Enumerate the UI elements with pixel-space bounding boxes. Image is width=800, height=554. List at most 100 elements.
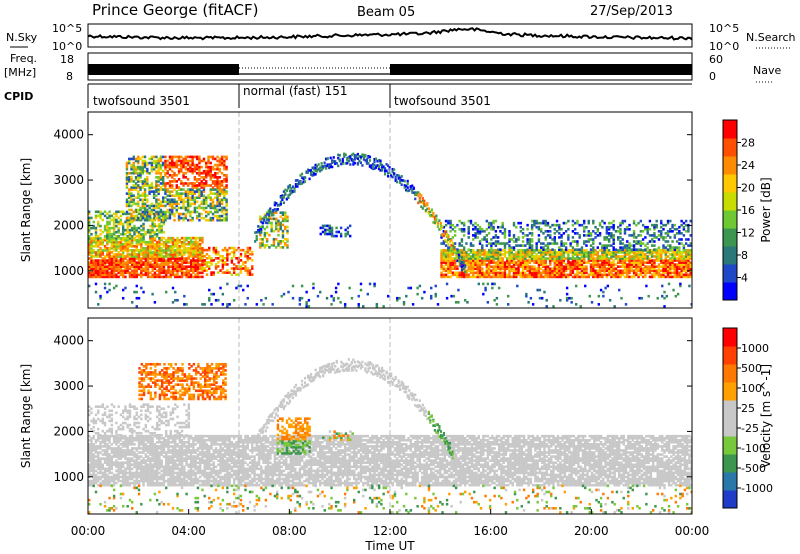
- range-cell: [515, 251, 518, 254]
- range-cell: [270, 244, 273, 247]
- range-cell: [603, 273, 606, 277]
- range-cell: [133, 271, 136, 275]
- range-cell: [265, 239, 269, 243]
- range-cell: [555, 257, 559, 260]
- range-cell: [202, 178, 206, 181]
- range-cell: [141, 155, 145, 159]
- range-cell: [630, 251, 633, 254]
- range-cell: [332, 298, 336, 302]
- range-cell: [214, 173, 217, 177]
- range-cell: [141, 184, 145, 187]
- range-cell: [689, 263, 692, 266]
- range-cell: [186, 155, 190, 159]
- range-cell: [440, 263, 443, 266]
- range-cell: [175, 204, 178, 208]
- range-cell: [196, 247, 200, 250]
- range-cell: [155, 180, 158, 183]
- range-cell: [544, 248, 547, 251]
- range-cell: [571, 240, 575, 243]
- range-cell: [474, 255, 477, 258]
- range-cell: [594, 257, 597, 260]
- range-cell: [115, 230, 118, 234]
- range-cell: [130, 192, 133, 195]
- range-cell: [106, 249, 109, 252]
- range-cell: [442, 261, 445, 264]
- range-cell: [187, 265, 191, 268]
- range-cell: [530, 225, 534, 229]
- range-cell: [474, 227, 477, 231]
- range-cell: [155, 240, 159, 244]
- range-cell: [430, 213, 433, 217]
- range-cell: [472, 244, 475, 247]
- range-cell: [576, 255, 579, 258]
- range-cell: [192, 269, 195, 273]
- range-cell: [277, 244, 280, 247]
- range-cell: [673, 246, 677, 249]
- range-cell: [131, 257, 134, 260]
- range-cell: [367, 156, 370, 159]
- range-cell: [112, 236, 116, 240]
- range-cell: [644, 269, 647, 273]
- range-cell: [182, 161, 185, 165]
- range-cell: [165, 238, 168, 242]
- range-cell: [132, 180, 135, 183]
- range-cell: [203, 261, 206, 264]
- range-cell: [567, 238, 570, 241]
- range-cell: [375, 303, 379, 306]
- range-cell: [537, 259, 541, 262]
- range-cell: [424, 209, 427, 212]
- range-cell: [626, 249, 629, 252]
- range-cell: [203, 254, 206, 258]
- range-cell: [535, 246, 538, 249]
- range-cell: [223, 165, 226, 169]
- range-cell: [186, 169, 190, 173]
- range-cell: [666, 232, 670, 235]
- range-cell: [626, 269, 629, 273]
- range-cell: [352, 158, 355, 162]
- range-cell: [558, 227, 561, 231]
- range-cell: [242, 261, 245, 264]
- range-cell: [630, 244, 633, 247]
- range-cell: [666, 244, 670, 247]
- range-cell: [596, 275, 600, 279]
- range-cell: [225, 173, 228, 177]
- range-cell: [171, 159, 174, 163]
- range-cell: [626, 227, 629, 231]
- range-cell: [196, 244, 200, 248]
- range-cell: [130, 214, 133, 218]
- range-cell: [270, 227, 273, 231]
- range-cell: [133, 253, 136, 256]
- range-cell: [444, 269, 448, 273]
- range-cell: [270, 221, 273, 225]
- range-cell: [472, 251, 475, 254]
- range-cell: [162, 267, 166, 271]
- range-cell: [442, 251, 445, 254]
- range-cell: [544, 271, 547, 275]
- range-cell: [596, 273, 600, 277]
- range-cell: [166, 202, 169, 206]
- range-cell: [648, 219, 652, 223]
- range-cell: [137, 180, 140, 183]
- range-cell: [168, 165, 172, 169]
- range-cell: [90, 238, 93, 242]
- range-cell: [632, 232, 636, 235]
- range-cell: [137, 238, 141, 242]
- range-cell: [368, 159, 372, 162]
- range-cell: [635, 240, 638, 243]
- range-cell: [232, 298, 236, 302]
- range-cell: [490, 242, 493, 245]
- range-cell: [131, 226, 134, 230]
- range-cell: [559, 298, 562, 302]
- range-cell: [445, 296, 449, 300]
- range-cell: [605, 227, 609, 231]
- range-cell: [94, 255, 98, 258]
- range-cell: [580, 269, 584, 273]
- range-cell: [142, 228, 145, 232]
- range-cell: [92, 224, 95, 228]
- range-cell: [141, 200, 145, 204]
- range-cell: [528, 249, 532, 252]
- range-cell: [578, 257, 581, 260]
- range-cell: [458, 227, 461, 231]
- range-cell: [106, 261, 109, 264]
- range-cell: [165, 275, 168, 279]
